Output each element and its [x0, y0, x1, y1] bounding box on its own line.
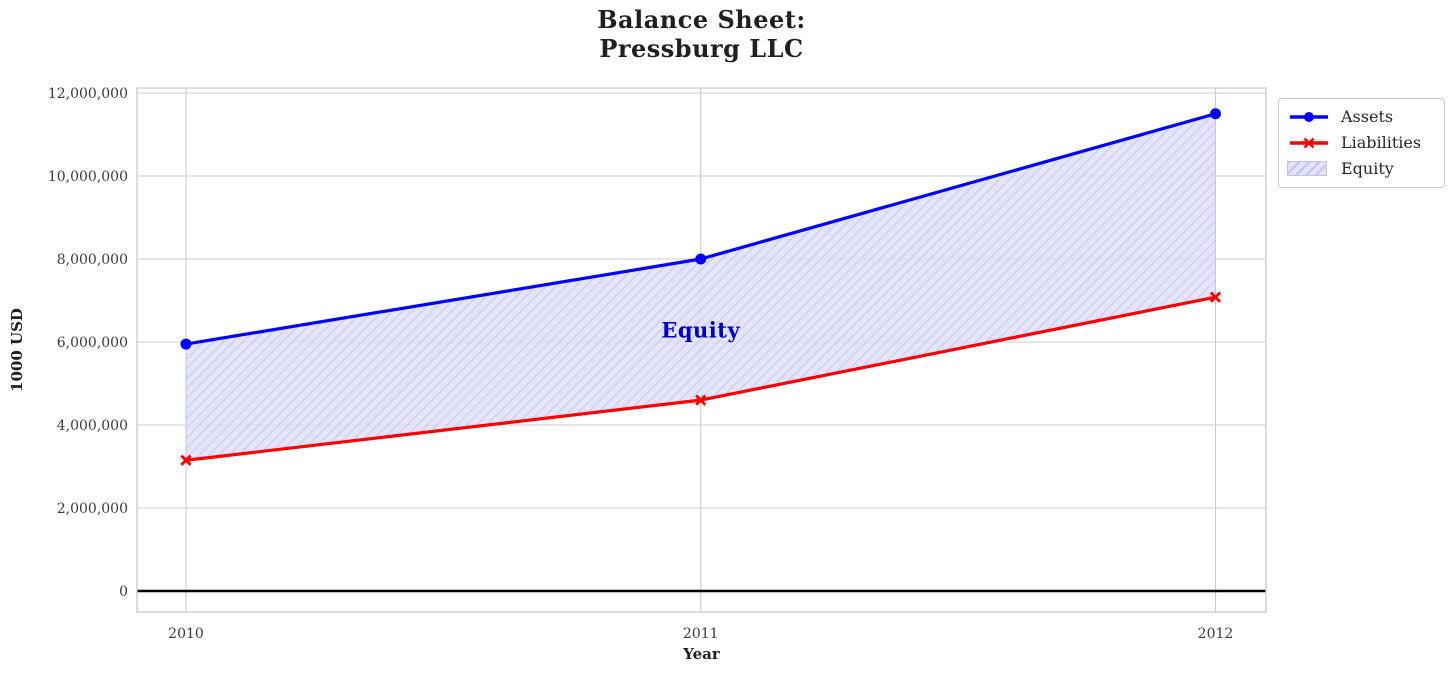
legend-label-assets: Assets — [1341, 107, 1394, 127]
assets-line-swatch-icon — [1290, 111, 1328, 122]
legend-item-assets: Assets — [1287, 104, 1435, 130]
plot-border — [136, 87, 1267, 613]
equity-annotation: Equity — [661, 317, 741, 343]
y-tick-label: 12,000,000 — [48, 86, 128, 102]
legend-item-liabilities: Liabilities — [1287, 130, 1435, 156]
x-tick-label: 2011 — [683, 626, 719, 642]
liabilities-point-marker — [695, 394, 707, 406]
liabilities-point-marker — [1209, 291, 1222, 303]
x-axis-label: Year — [683, 645, 720, 663]
chart-title: Balance Sheet: Pressburg LLC — [0, 5, 1403, 63]
assets-point-marker — [695, 253, 707, 265]
y-tick-label: 6,000,000 — [57, 335, 128, 351]
liabilities-series — [180, 291, 1222, 466]
y-axis-label: 1000 USD — [8, 308, 26, 392]
legend: Assets Liabilities Equity — [1278, 98, 1445, 188]
liabilities-line-swatch-icon — [1290, 137, 1328, 148]
chart-title-line2: Pressburg LLC — [599, 34, 804, 63]
equity-hatch-swatch-icon — [1287, 160, 1327, 176]
assets-point-marker — [180, 338, 192, 350]
chart-title-line1: Balance Sheet: — [597, 5, 806, 34]
y-tick-label: 10,000,000 — [48, 169, 128, 185]
y-tick-label: 0 — [119, 584, 128, 600]
x-tick-label: 2012 — [1198, 626, 1234, 642]
assets-series — [180, 108, 1221, 350]
y-tick-label: 8,000,000 — [57, 252, 128, 268]
legend-label-equity: Equity — [1341, 158, 1394, 178]
tick-labels: 0 2,000,000 4,000,000 6,000,000 8,000,000 10,… — [48, 86, 1233, 642]
liabilities-point-marker — [180, 454, 192, 466]
y-tick-label: 2,000,000 — [57, 501, 128, 517]
y-tick-label: 4,000,000 — [57, 418, 128, 434]
legend-label-liabilities: Liabilities — [1341, 133, 1422, 152]
x-tick-label: 2010 — [168, 626, 204, 642]
assets-point-marker — [1210, 108, 1221, 120]
legend-item-equity: Equity — [1287, 155, 1435, 181]
